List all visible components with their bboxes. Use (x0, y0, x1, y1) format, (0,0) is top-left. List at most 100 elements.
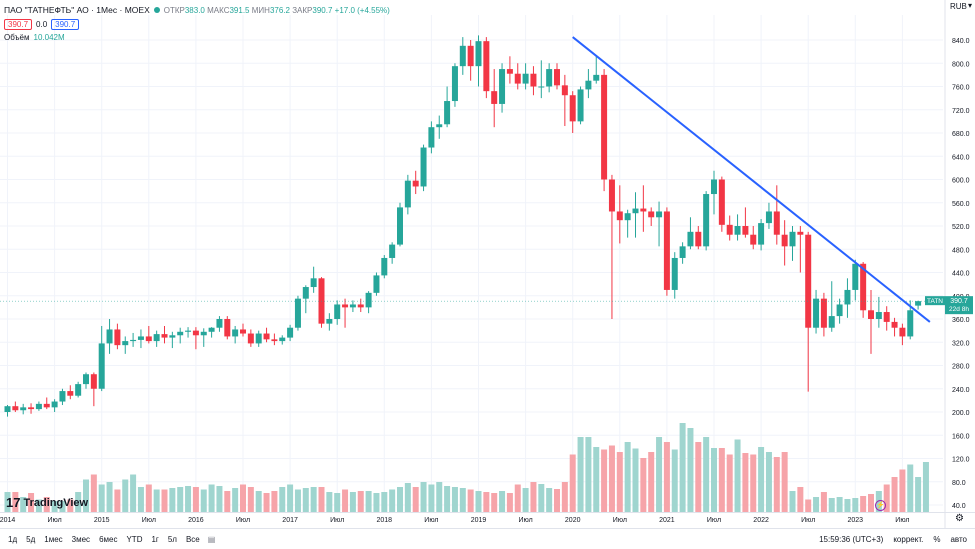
percent-toggle[interactable]: % (933, 534, 941, 544)
tradingview-logo[interactable]: 17 TradingView (6, 495, 88, 510)
candle-body (177, 331, 184, 336)
clock-time[interactable]: 15:59:36 (UTC+3) (819, 534, 884, 544)
y-tick-label: 320.0 (952, 340, 970, 347)
candle-body (90, 374, 97, 389)
close-value: 390.7 (312, 5, 333, 15)
x-tick-label: Июл (47, 517, 61, 524)
candle-body (169, 335, 176, 338)
volume-bar (59, 501, 66, 512)
candle-body (67, 391, 74, 396)
x-tick-label: Июл (330, 517, 344, 524)
y-tick-label: 720.0 (952, 108, 970, 115)
volume-bar (51, 501, 58, 512)
volume-bar (915, 477, 922, 512)
timeframe-button[interactable]: 3мес (71, 534, 91, 544)
time-axis[interactable]: 2014 Июл 2015 Июл 2016 Июл 2017 Июл 2018 Июл 2019 И… (0, 517, 910, 524)
candle-body (860, 263, 867, 311)
volume-bar (491, 493, 498, 512)
candle-body (828, 316, 835, 328)
candle-body (4, 406, 11, 412)
adjust-toggle[interactable]: коррект. (893, 534, 924, 544)
volume-bar (475, 491, 482, 512)
price-chart[interactable]: 40.0 80.0 120.0 160.0 200.0 240.0 280.0 320.0 36… (0, 0, 975, 528)
x-tick-label: Июл (895, 517, 909, 524)
volume-bar (75, 492, 82, 512)
candle-body (302, 287, 309, 299)
volume-bar (703, 437, 710, 512)
timeframe-button[interactable]: 1д (8, 534, 18, 544)
gear-icon[interactable]: ⚙ (955, 513, 964, 524)
candle-body (907, 310, 914, 337)
calendar-icon[interactable]: ▤ (207, 534, 216, 544)
volume-bar (12, 492, 19, 512)
chevron-down-icon[interactable]: ▾ (968, 1, 973, 10)
candle-body (883, 312, 890, 322)
volume-bar (899, 469, 906, 512)
y-tick-label: 280.0 (952, 364, 970, 371)
volume-bar (349, 492, 356, 512)
volume-bar (161, 489, 168, 512)
timeframe-button[interactable]: 1г (151, 534, 159, 544)
timeframe-button[interactable]: 5л (167, 534, 177, 544)
candle-body (59, 391, 66, 402)
low-label: МИН (251, 5, 270, 15)
buy-price-button[interactable]: 390.7 (51, 18, 80, 30)
candle-body (114, 329, 121, 346)
volume-bar (789, 491, 796, 512)
bottom-toolbar: 1д 5д 1мес 3мес 6мес YTD 1г 5л Все ▤ 15:59:36 (U… (0, 528, 975, 549)
timeframe-button[interactable]: 1мес (44, 534, 63, 544)
volume-bar (451, 487, 458, 512)
sell-price-button[interactable]: 390.7 (4, 18, 33, 30)
candle-body (224, 319, 231, 337)
price-axis[interactable]: 40.0 80.0 120.0 160.0 200.0 240.0 280.0 320.0 36… (952, 38, 970, 510)
candle-body (271, 339, 278, 342)
candle-body (373, 275, 380, 293)
volume-bar (67, 499, 74, 512)
lightning-icon[interactable]: ⚡ (875, 500, 886, 511)
candle-body (326, 319, 333, 324)
candle-body (240, 329, 246, 334)
volume-bar (797, 487, 804, 512)
y-tick-label: 560.0 (952, 201, 970, 208)
timeframe-button[interactable]: 5д (26, 534, 36, 544)
x-tick-label: 2021 (659, 517, 675, 524)
volume-bar (389, 489, 396, 512)
candle-body (397, 207, 403, 245)
y-tick-label: 800.0 (952, 61, 970, 68)
y-tick-label: 440.0 (952, 271, 970, 278)
volume-bar (169, 488, 176, 512)
candle-body (153, 334, 160, 342)
volume-bar (255, 491, 262, 512)
trendline[interactable] (572, 36, 931, 323)
timeframe-button[interactable]: 6мес (99, 534, 118, 544)
symbol-title[interactable]: ПАО "ТАТНЕФТЬ" АО · 1Мес · MOEX (4, 5, 150, 15)
volume-bar (663, 442, 670, 512)
candle-body (836, 304, 843, 317)
volume-bar (852, 498, 859, 512)
timeframe-button[interactable]: Все (185, 534, 200, 544)
volume-bar (616, 452, 623, 512)
volume-bar (679, 423, 686, 512)
volume-bar (608, 445, 615, 512)
candle-body (192, 330, 199, 336)
volume-bar (868, 494, 874, 512)
high-label: МАКС (207, 5, 230, 15)
change-value: +17.0 (+4.55%) (334, 5, 390, 15)
currency-selector[interactable]: RUB (950, 2, 967, 11)
y-tick-label: 600.0 (952, 178, 970, 185)
timeframe-button[interactable]: YTD (126, 534, 143, 544)
candle-body (656, 211, 663, 218)
candle-body (381, 257, 388, 276)
volume-bar (114, 489, 121, 512)
volume-legend[interactable]: Объём 10.042M (4, 33, 65, 42)
open-value: 383.0 (184, 5, 205, 15)
volume-bar (593, 447, 600, 512)
volume-label: Объём (4, 33, 30, 42)
candle-body (915, 301, 922, 306)
x-tick-label: Июл (424, 517, 438, 524)
auto-toggle[interactable]: авто (950, 534, 967, 544)
x-tick-label: 2015 (94, 517, 110, 524)
volume-bar (813, 497, 820, 512)
candle-body (514, 73, 521, 84)
